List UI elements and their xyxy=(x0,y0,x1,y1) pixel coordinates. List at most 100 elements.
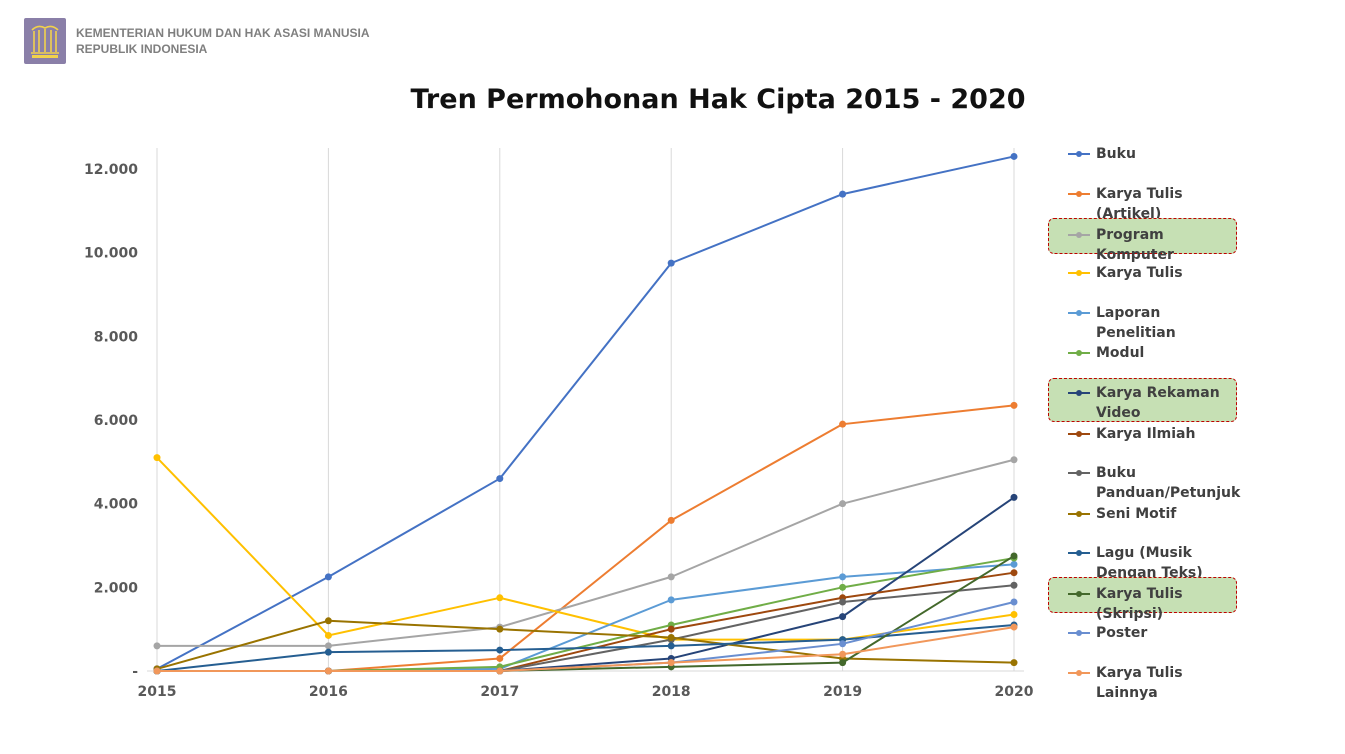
legend-label: Buku Panduan/Petunjuk xyxy=(1096,463,1236,503)
data-point xyxy=(668,626,675,633)
legend-marker-icon xyxy=(1068,263,1094,283)
legend-item: Buku xyxy=(1068,144,1236,164)
legend-item: Buku Panduan/Petunjuk xyxy=(1068,463,1236,503)
data-point xyxy=(496,655,503,662)
legend-label: Program Komputer xyxy=(1096,225,1236,265)
legend-marker-icon xyxy=(1068,184,1094,204)
data-point xyxy=(668,573,675,580)
legend-item: Program Komputer xyxy=(1068,225,1236,265)
y-tick-label: 12.000 xyxy=(84,162,138,178)
data-point xyxy=(1011,659,1018,666)
data-point xyxy=(668,642,675,649)
series-line xyxy=(157,458,1014,640)
data-point xyxy=(154,642,161,649)
x-tick-label: 2018 xyxy=(652,684,691,700)
legend-marker-icon xyxy=(1068,303,1094,323)
data-point xyxy=(839,191,846,198)
data-point xyxy=(839,651,846,658)
x-tick-label: 2015 xyxy=(138,684,177,700)
legend-label: Karya Ilmiah xyxy=(1096,424,1236,444)
data-point xyxy=(1011,456,1018,463)
data-point xyxy=(496,668,503,675)
legend-label: Seni Motif xyxy=(1096,504,1236,524)
y-tick-label: 4.000 xyxy=(94,497,139,513)
y-tick-label: 10.000 xyxy=(84,246,138,262)
data-point xyxy=(1011,494,1018,501)
legend-label: Karya Tulis xyxy=(1096,263,1236,283)
legend-item: Poster xyxy=(1068,623,1236,643)
x-tick-label: 2020 xyxy=(995,684,1034,700)
legend-item: Modul xyxy=(1068,343,1236,363)
legend-label: Karya Tulis Lainnya xyxy=(1096,663,1236,703)
data-point xyxy=(154,668,161,675)
legend-item: Seni Motif xyxy=(1068,504,1236,524)
legend-label: Karya Tulis (Skripsi) xyxy=(1096,584,1236,624)
legend-label: Karya Rekaman Video xyxy=(1096,383,1236,423)
data-point xyxy=(325,668,332,675)
data-point xyxy=(1011,153,1018,160)
data-point xyxy=(325,617,332,624)
legend-label: Laporan Penelitian xyxy=(1096,303,1236,343)
data-point xyxy=(839,659,846,666)
data-point xyxy=(325,632,332,639)
legend-marker-icon xyxy=(1068,343,1094,363)
data-point xyxy=(325,642,332,649)
data-point xyxy=(668,596,675,603)
legend-marker-icon xyxy=(1068,383,1094,403)
data-point xyxy=(1011,552,1018,559)
data-point xyxy=(839,584,846,591)
data-point xyxy=(1011,569,1018,576)
legend-marker-icon xyxy=(1068,584,1094,604)
y-tick-label: - xyxy=(132,664,138,680)
series-line xyxy=(157,585,1014,671)
data-point xyxy=(839,421,846,428)
legend-item: Karya Rekaman Video xyxy=(1068,383,1236,423)
legend-marker-icon xyxy=(1068,504,1094,524)
data-point xyxy=(839,640,846,647)
x-tick-label: 2016 xyxy=(309,684,348,700)
data-point xyxy=(496,626,503,633)
data-point xyxy=(839,598,846,605)
series-line xyxy=(157,558,1014,671)
y-tick-label: 8.000 xyxy=(94,329,139,345)
legend-marker-icon xyxy=(1068,144,1094,164)
data-point xyxy=(154,454,161,461)
legend-marker-icon xyxy=(1068,225,1094,245)
data-point xyxy=(1011,561,1018,568)
legend-label: Buku xyxy=(1096,144,1236,164)
data-point xyxy=(1011,582,1018,589)
data-point xyxy=(325,573,332,580)
legend-marker-icon xyxy=(1068,463,1094,483)
data-point xyxy=(839,573,846,580)
data-point xyxy=(1011,611,1018,618)
data-point xyxy=(1011,402,1018,409)
data-point xyxy=(496,594,503,601)
legend-item: Karya Tulis xyxy=(1068,263,1236,283)
legend-item: Laporan Penelitian xyxy=(1068,303,1236,343)
legend-item: Karya Tulis Lainnya xyxy=(1068,663,1236,703)
data-point xyxy=(668,634,675,641)
data-point xyxy=(668,260,675,267)
data-point xyxy=(668,517,675,524)
data-point xyxy=(496,647,503,654)
data-point xyxy=(325,649,332,656)
data-point xyxy=(496,475,503,482)
legend-label: Modul xyxy=(1096,343,1236,363)
series-line xyxy=(157,621,1014,669)
legend-marker-icon xyxy=(1068,623,1094,643)
x-tick-label: 2019 xyxy=(823,684,862,700)
y-tick-label: 2.000 xyxy=(94,580,139,596)
data-point xyxy=(1011,598,1018,605)
data-point xyxy=(668,659,675,666)
data-point xyxy=(839,500,846,507)
legend-item: Karya Tulis (Skripsi) xyxy=(1068,584,1236,624)
data-point xyxy=(839,613,846,620)
legend-marker-icon xyxy=(1068,663,1094,683)
y-tick-label: 6.000 xyxy=(94,413,139,429)
legend-item: Karya Ilmiah xyxy=(1068,424,1236,444)
x-tick-label: 2017 xyxy=(480,684,519,700)
legend-marker-icon xyxy=(1068,543,1094,563)
legend-label: Poster xyxy=(1096,623,1236,643)
series-line xyxy=(157,405,1014,671)
legend-marker-icon xyxy=(1068,424,1094,444)
